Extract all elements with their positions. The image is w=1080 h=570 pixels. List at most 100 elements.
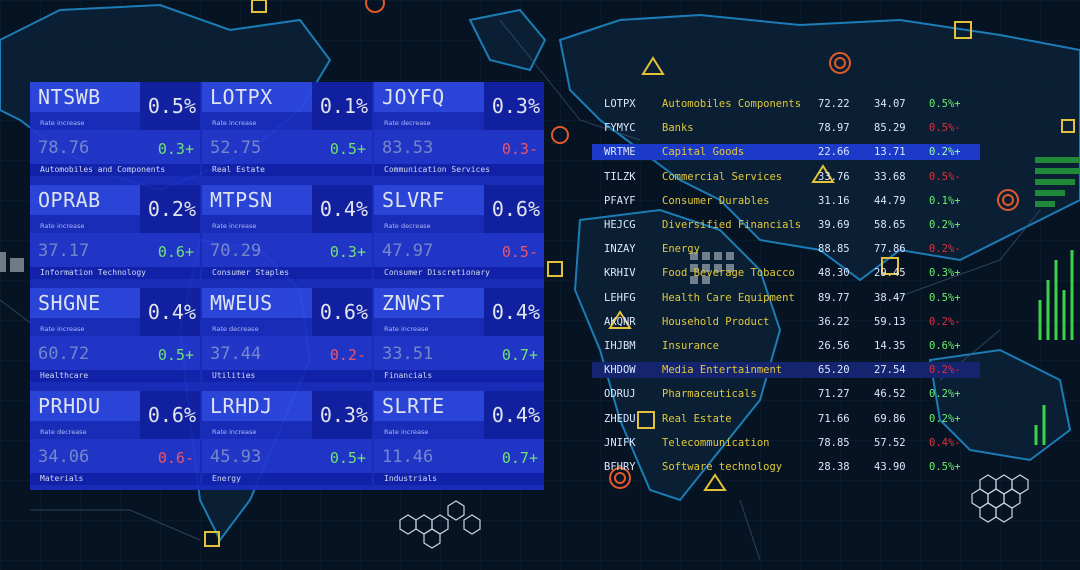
table-row[interactable]: FYMYC Banks 78.97 85.29 0.5%- (592, 120, 980, 136)
stock-tile[interactable]: NTSWB 0.5% Rate increase 78.76 0.3+ Automobil… (30, 82, 200, 184)
table-row[interactable]: ZHEDU Real Estate 71.66 69.86 0.2%+ (592, 411, 980, 427)
row-sector-name: Consumer Durables (662, 194, 770, 207)
row-value-2: 77.86 (874, 243, 906, 256)
stock-tile[interactable]: MTPSN 0.4% Rate increase 70.29 0.3+ Consumer … (202, 185, 372, 287)
tile-price: 83.53 (382, 138, 434, 158)
tile-price: 52.75 (210, 138, 262, 158)
row-percent: 0.5%- (929, 122, 961, 135)
row-sector-name: Capital Goods (662, 146, 745, 159)
table-row[interactable]: HEJCG Diversified Financials 39.69 58.65 0.2… (592, 217, 980, 233)
sector-tiles-panel: NTSWB 0.5% Rate increase 78.76 0.3+ Automobil… (30, 82, 544, 490)
row-value-2: 85.29 (874, 122, 906, 135)
tile-price: 45.93 (210, 447, 262, 467)
tile-sector-bar: Consumer Discretionary (374, 267, 544, 279)
row-ticker: HEJCG (604, 219, 636, 231)
table-row[interactable]: JNIFK Telecommunication 78.85 57.52 0.4%- (592, 435, 980, 451)
table-row[interactable]: TILZK Commercial Services 33.76 33.68 0.5%- (592, 169, 980, 185)
row-sector-name: Banks (662, 122, 694, 135)
row-value-2: 27.54 (874, 364, 906, 377)
stock-tile[interactable]: SHGNE 0.4% Rate increase 60.72 0.5+ Healthcar… (30, 288, 200, 390)
tile-sector-bar: Energy (202, 473, 372, 485)
stock-tile[interactable]: OPRAB 0.2% Rate increase 37.17 0.6+ Informati… (30, 185, 200, 287)
tile-sector: Consumer Discretionary (384, 268, 490, 277)
stock-tile[interactable]: SLVRF 0.6% Rate decrease 47.97 0.5- Consumer … (374, 185, 544, 287)
tile-percent-box (140, 185, 200, 233)
row-ticker: PFAYF (604, 194, 636, 207)
stock-tile[interactable]: LOTPX 0.1% Rate increase 52.75 0.5+ Real Esta… (202, 82, 372, 184)
stock-tile[interactable]: ZNWST 0.4% Rate increase 33.51 0.7+ Financial… (374, 288, 544, 390)
tile-rate-label: Rate decrease (384, 222, 431, 230)
tile-header (30, 391, 140, 421)
tile-sector: Industrials (384, 474, 437, 483)
table-row[interactable]: AKQNR Household Product 36.22 59.13 0.2%- (592, 314, 980, 330)
stock-tile[interactable]: LRHDJ 0.3% Rate increase 45.93 0.5+ Energy (202, 391, 372, 493)
row-value-1: 65.20 (818, 364, 850, 377)
tile-rate-label: Rate increase (384, 428, 429, 436)
tile-price: 33.51 (382, 344, 434, 364)
tile-change: 0.2- (329, 346, 366, 364)
row-percent: 0.5%+ (929, 461, 961, 473)
tile-change: 0.5+ (329, 449, 366, 467)
row-sector-name: Insurance (662, 340, 719, 352)
row-percent: 0.5%- (929, 170, 961, 183)
row-value-1: 88.85 (818, 243, 850, 256)
tile-price: 78.76 (38, 138, 90, 158)
row-ticker: KHDOW (604, 364, 636, 377)
stock-tile[interactable]: SLRTE 0.4% Rate increase 11.46 0.7+ Industria… (374, 391, 544, 493)
row-value-1: 48.30 (818, 267, 850, 280)
tile-percent: 0.2% (147, 197, 196, 221)
tile-percent: 0.4% (319, 197, 368, 221)
table-row[interactable]: INZAY Energy 88.85 77.86 0.2%- (592, 241, 980, 257)
row-percent: 0.2%+ (929, 146, 961, 159)
table-row[interactable]: KHDOW Media Entertainment 65.20 27.54 0.2%- (592, 362, 980, 379)
row-value-1: 78.97 (818, 122, 850, 135)
table-row[interactable]: IHJBM Insurance 26.56 14.35 0.6%+ (592, 338, 980, 354)
tile-sector: Materials (40, 474, 84, 483)
stock-tile[interactable]: JOYFQ 0.3% Rate decrease 83.53 0.3- Communica… (374, 82, 544, 184)
table-row[interactable]: WRTME Capital Goods 22.66 13.71 0.2%+ (592, 144, 980, 161)
table-row[interactable]: PFAYF Consumer Durables 31.16 44.79 0.1%+ (592, 193, 980, 209)
table-row[interactable]: KRHIV Food Beverage Tobacco 48.30 29.45 0.3%… (592, 265, 980, 281)
table-row[interactable]: BFHRY Software technology 28.38 43.90 0.5%+ (592, 459, 980, 475)
row-value-1: 71.27 (818, 388, 850, 401)
tile-sector-bar: Industrials (374, 473, 544, 485)
tile-sector: Energy (212, 474, 241, 483)
tile-symbol: MWEUS (210, 291, 273, 315)
tile-symbol: ZNWST (382, 291, 445, 315)
tile-symbol: SLRTE (382, 394, 445, 418)
tile-header (202, 391, 312, 421)
row-ticker: LEHFG (604, 291, 636, 304)
tile-symbol: NTSWB (38, 85, 101, 109)
tile-percent: 0.3% (491, 94, 540, 118)
tile-percent-box (484, 82, 544, 130)
row-ticker: WRTME (604, 146, 636, 159)
tile-percent: 0.1% (319, 94, 368, 118)
row-ticker: ODRUJ (604, 388, 636, 401)
row-percent: 0.2%+ (929, 219, 961, 231)
tile-sector-bar: Automobiles and Components (30, 164, 200, 176)
row-sector-name: Commercial Services (662, 170, 783, 183)
stock-tile[interactable]: PRHDU 0.6% Rate decrease 34.06 0.6- Materials (30, 391, 200, 493)
tile-percent: 0.6% (319, 300, 368, 324)
table-row[interactable]: ODRUJ Pharmaceuticals 71.27 46.52 0.2%+ (592, 386, 980, 402)
row-value-2: 58.65 (874, 219, 906, 231)
tile-price: 34.06 (38, 447, 90, 467)
tile-band (374, 130, 544, 164)
row-percent: 0.2%- (929, 243, 961, 256)
row-value-1: 28.38 (818, 461, 850, 473)
row-sector-name: Automobiles Components (662, 98, 802, 110)
row-percent: 0.2%+ (929, 412, 961, 425)
row-percent: 0.1%+ (929, 194, 961, 207)
tile-band (374, 439, 544, 473)
tile-rate-label: Rate increase (212, 119, 257, 127)
tile-change: 0.7+ (501, 449, 538, 467)
tile-sector: Utilities (212, 371, 256, 380)
tile-symbol: OPRAB (38, 188, 101, 212)
tile-percent-box (312, 185, 372, 233)
table-row[interactable]: LOTPX Automobiles Components 72.22 34.07 0.5… (592, 96, 980, 112)
row-value-2: 33.68 (874, 170, 906, 183)
tile-price: 60.72 (38, 344, 90, 364)
tile-percent-box (312, 288, 372, 336)
stock-tile[interactable]: MWEUS 0.6% Rate decrease 37.44 0.2- Utilities (202, 288, 372, 390)
table-row[interactable]: LEHFG Health Care Equipment 89.77 38.47 0.5%… (592, 290, 980, 306)
